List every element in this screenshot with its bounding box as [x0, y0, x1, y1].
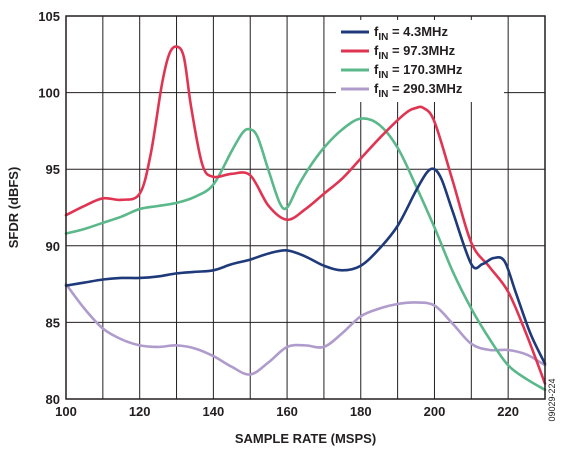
- series-lines: [64, 45, 547, 392]
- x-axis-label: SAMPLE RATE (MSPS): [235, 431, 376, 446]
- y-tick-label: 80: [46, 392, 60, 407]
- legend-entry: fIN = 290.3MHz: [374, 81, 463, 100]
- plot-frame: [65, 15, 546, 400]
- y-tick-label: 105: [38, 9, 60, 24]
- x-tick-label: 100: [55, 404, 77, 419]
- y-tick-label: 90: [46, 239, 60, 254]
- figure-id: 09029-224: [547, 378, 557, 421]
- y-tick-label: 100: [38, 86, 60, 101]
- legend-entry: fIN = 4.3MHz: [374, 24, 448, 43]
- x-tick-label: 200: [424, 404, 446, 419]
- x-tick-label: 120: [129, 404, 151, 419]
- x-tick-label: 180: [350, 404, 372, 419]
- series-line-4: [64, 282, 547, 376]
- series-line-1: [64, 167, 547, 366]
- x-tick-label: 220: [497, 404, 519, 419]
- series-line-3: [64, 117, 547, 392]
- legend-entry: fIN = 170.3MHz: [374, 62, 463, 81]
- x-tick-label: 160: [276, 404, 298, 419]
- tick-labels: 100 120 140 160 180 200 220 80 85 90 95 100 105: [38, 9, 519, 419]
- series-line-2: [64, 45, 547, 385]
- x-tick-label: 140: [203, 404, 225, 419]
- legend-entry: fIN = 97.3MHz: [374, 43, 456, 62]
- y-axis-label: SFDR (dBFS): [6, 167, 21, 249]
- y-tick-label: 85: [46, 315, 60, 330]
- y-tick-label: 95: [46, 162, 60, 177]
